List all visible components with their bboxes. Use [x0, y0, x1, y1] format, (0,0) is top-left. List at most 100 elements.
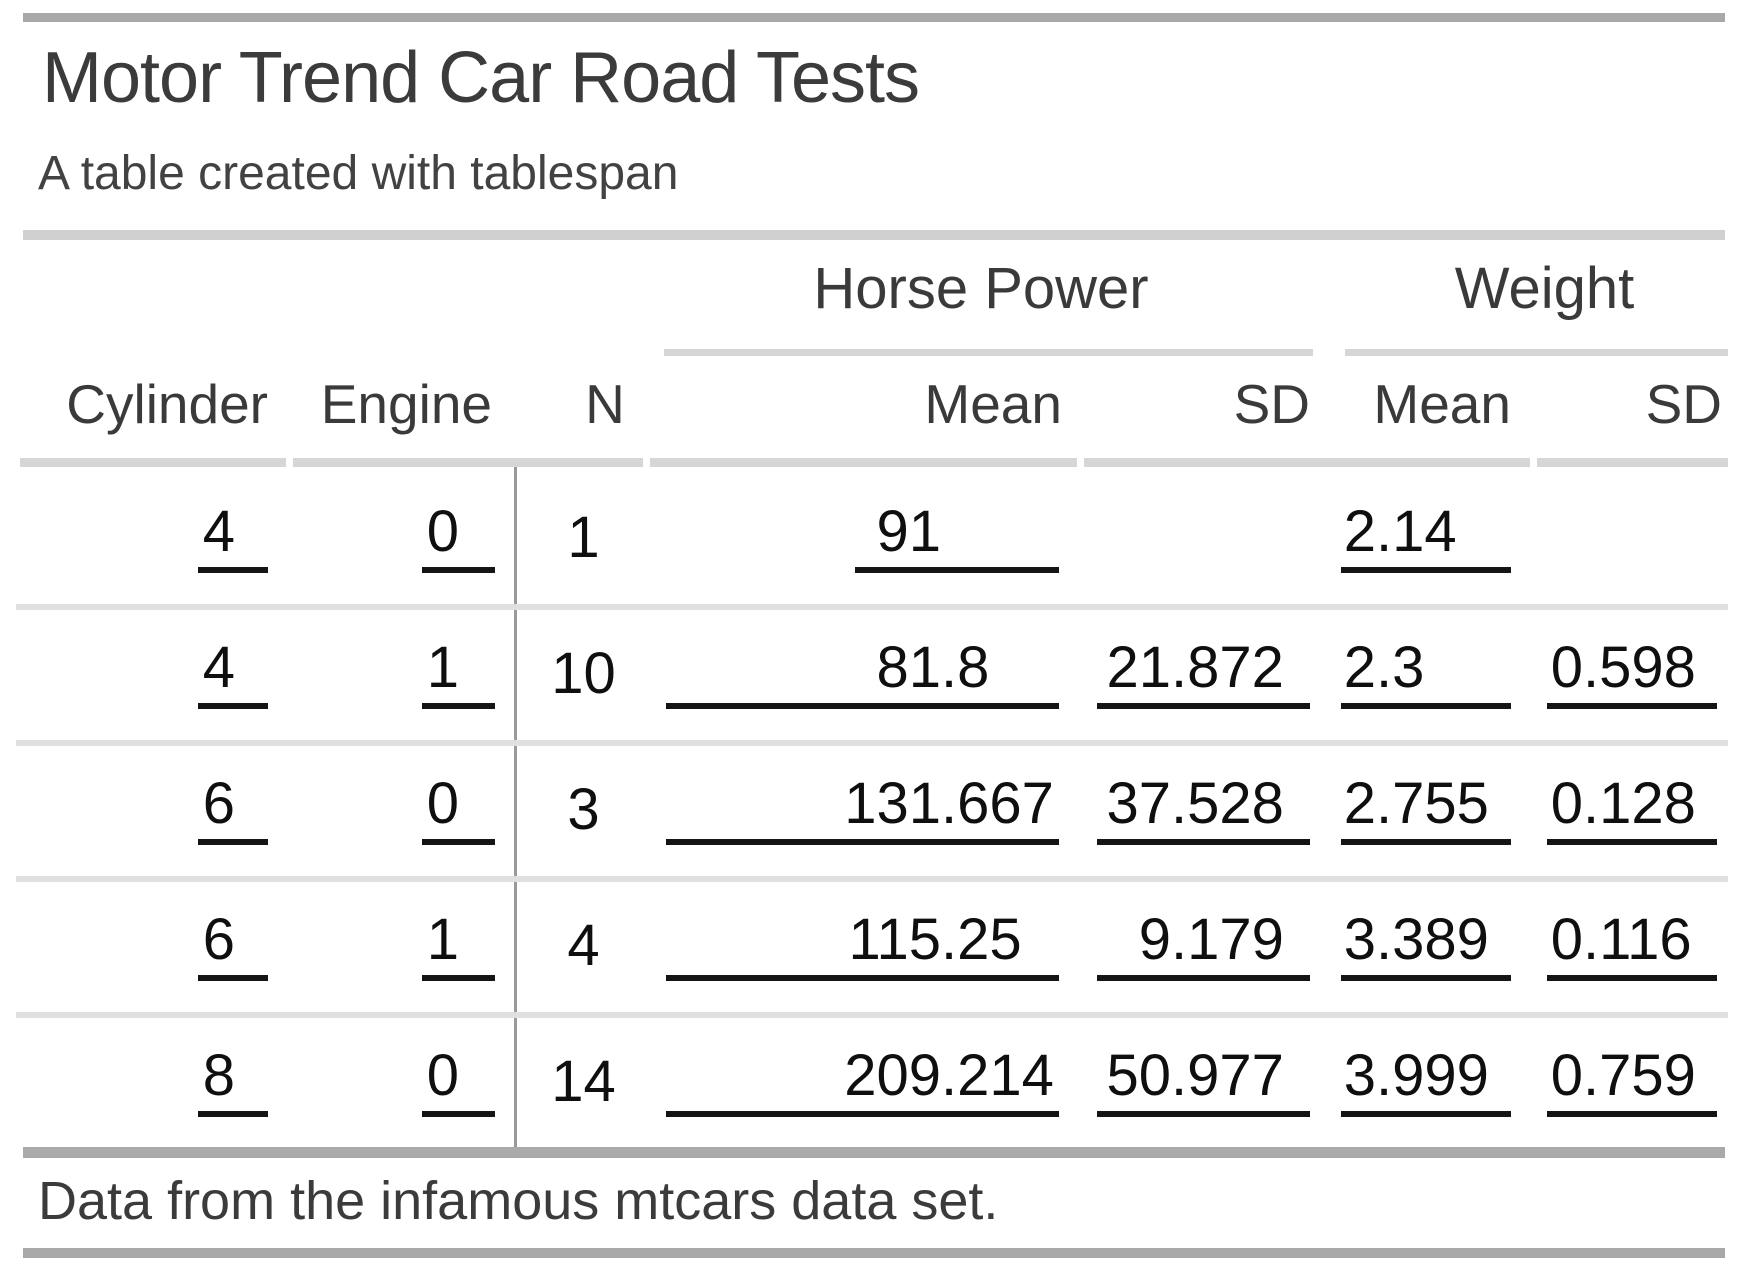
column-header-cylinder: Cylinder — [66, 373, 268, 435]
cylinder-value: 4 — [202, 635, 235, 700]
hp-sd-value: 9.179 — [1138, 907, 1284, 972]
engine-value: 0 — [426, 499, 459, 564]
cell-weight-mean: 3.389 — [1341, 879, 1511, 981]
weight-mean-value: 2.14 — [1343, 499, 1457, 564]
cell-weight-mean: 3.999 — [1341, 1015, 1511, 1117]
cell-hp-sd: 37.528 — [1097, 743, 1310, 845]
cell-cylinder: 6 — [198, 879, 268, 981]
table-row: 4 0 1 91 2.14 — [0, 471, 1748, 573]
cell-n: 3 — [518, 743, 649, 845]
hp-sd-value: 37.528 — [1106, 771, 1284, 836]
cell-hp-sd — [1097, 471, 1310, 573]
cell-engine: 0 — [422, 471, 495, 573]
cell-hp-mean: 209.214 — [666, 1015, 1059, 1117]
top-rule — [23, 13, 1725, 22]
header-underline-segment — [293, 458, 643, 467]
engine-value: 0 — [426, 1043, 459, 1108]
hp-mean-value: 91 — [876, 499, 941, 564]
spanner-weight: Weight — [1454, 256, 1635, 321]
weight-mean-value: 3.999 — [1343, 1043, 1489, 1108]
cylinder-value: 6 — [202, 907, 235, 972]
cell-weight-sd: 0.759 — [1547, 1015, 1717, 1117]
cell-weight-sd: 0.598 — [1547, 607, 1717, 709]
hp-mean-value: 115.25 — [848, 907, 1022, 972]
cell-hp-mean: 81.8 — [666, 607, 1059, 709]
row-separator — [16, 876, 1728, 882]
cell-n: 1 — [518, 471, 649, 573]
cell-weight-mean: 2.14 — [1341, 471, 1511, 573]
weight-sd-value: 0.128 — [1550, 771, 1696, 836]
engine-value: 0 — [426, 771, 459, 836]
table-row: 4 1 10 81.8 21.872 2.3 0.598 — [0, 607, 1748, 709]
spanner-horse-power-rule — [664, 349, 1313, 356]
cell-engine: 0 — [422, 743, 495, 845]
spanner-weight-rule — [1345, 349, 1728, 356]
cell-cylinder: 4 — [198, 607, 268, 709]
table-subtitle: A table created with tablespan — [38, 147, 679, 200]
column-header-n: N — [585, 373, 625, 435]
cell-engine: 1 — [422, 879, 495, 981]
hp-mean-value: 81.8 — [876, 635, 990, 700]
column-header-weight-sd: SD — [1645, 373, 1722, 435]
hp-mean-value: 209.214 — [844, 1043, 1054, 1108]
stub-divider-line — [514, 467, 517, 1147]
cell-weight-sd: 0.128 — [1547, 743, 1717, 845]
n-value: 3 — [567, 777, 600, 842]
cell-engine: 0 — [422, 1015, 495, 1117]
bottom-rule — [23, 1248, 1725, 1258]
hp-mean-value: 131.667 — [844, 771, 1054, 836]
spanner-horse-power: Horse Power — [813, 256, 1149, 321]
cell-cylinder: 6 — [198, 743, 268, 845]
weight-sd-value: 0.116 — [1550, 907, 1692, 972]
weight-mean-value: 2.755 — [1343, 771, 1489, 836]
engine-value: 1 — [426, 635, 459, 700]
cell-cylinder: 8 — [198, 1015, 268, 1117]
cell-n: 4 — [518, 879, 649, 981]
cell-n: 14 — [518, 1015, 649, 1117]
cell-hp-mean: 131.667 — [666, 743, 1059, 845]
table-row: 6 1 4 115.25 9.179 3.389 0.116 — [0, 879, 1748, 981]
cell-weight-mean: 2.3 — [1341, 607, 1511, 709]
column-header-engine: Engine — [320, 373, 492, 435]
cell-cylinder: 4 — [198, 471, 268, 573]
weight-sd-value: 0.759 — [1550, 1043, 1696, 1108]
cell-hp-sd: 50.977 — [1097, 1015, 1310, 1117]
cell-weight-mean: 2.755 — [1341, 743, 1511, 845]
cell-weight-sd: 0.116 — [1547, 879, 1717, 981]
header-underline-segment — [1084, 458, 1530, 467]
row-separator — [16, 1012, 1728, 1018]
row-separator — [16, 604, 1728, 610]
weight-mean-value: 2.3 — [1343, 635, 1425, 700]
table-row: 6 0 3 131.667 37.528 2.755 0.128 — [0, 743, 1748, 845]
n-value: 10 — [551, 641, 616, 706]
column-header-weight-mean: Mean — [1373, 373, 1511, 435]
engine-value: 1 — [426, 907, 459, 972]
weight-mean-value: 3.389 — [1343, 907, 1489, 972]
column-header-hp-sd: SD — [1233, 373, 1310, 435]
column-header-hp-mean: Mean — [924, 373, 1062, 435]
table-title: Motor Trend Car Road Tests — [42, 38, 920, 118]
footnote-top-rule — [23, 1147, 1725, 1158]
table-footnote: Data from the infamous mtcars data set. — [38, 1171, 999, 1231]
weight-sd-value: 0.598 — [1550, 635, 1696, 700]
header-underline-segment — [650, 458, 1077, 467]
row-separator — [16, 740, 1728, 746]
table-row: 8 0 14 209.214 50.977 3.999 0.759 — [0, 1015, 1748, 1117]
hp-sd-value: 21.872 — [1106, 635, 1284, 700]
cell-hp-sd: 9.179 — [1097, 879, 1310, 981]
cylinder-value: 4 — [202, 499, 235, 564]
cylinder-value: 8 — [202, 1043, 235, 1108]
cell-hp-mean: 115.25 — [666, 879, 1059, 981]
cell-weight-sd — [1547, 471, 1717, 573]
header-underline-segment — [1537, 458, 1728, 467]
n-value: 4 — [567, 913, 600, 978]
cell-hp-mean: 91 — [855, 471, 1059, 573]
hp-sd-value: 50.977 — [1106, 1043, 1284, 1108]
cylinder-value: 6 — [202, 771, 235, 836]
cell-hp-sd: 21.872 — [1097, 607, 1310, 709]
cell-n: 10 — [518, 607, 649, 709]
n-value: 14 — [551, 1049, 616, 1114]
n-value: 1 — [567, 505, 600, 570]
header-top-rule — [23, 230, 1725, 240]
